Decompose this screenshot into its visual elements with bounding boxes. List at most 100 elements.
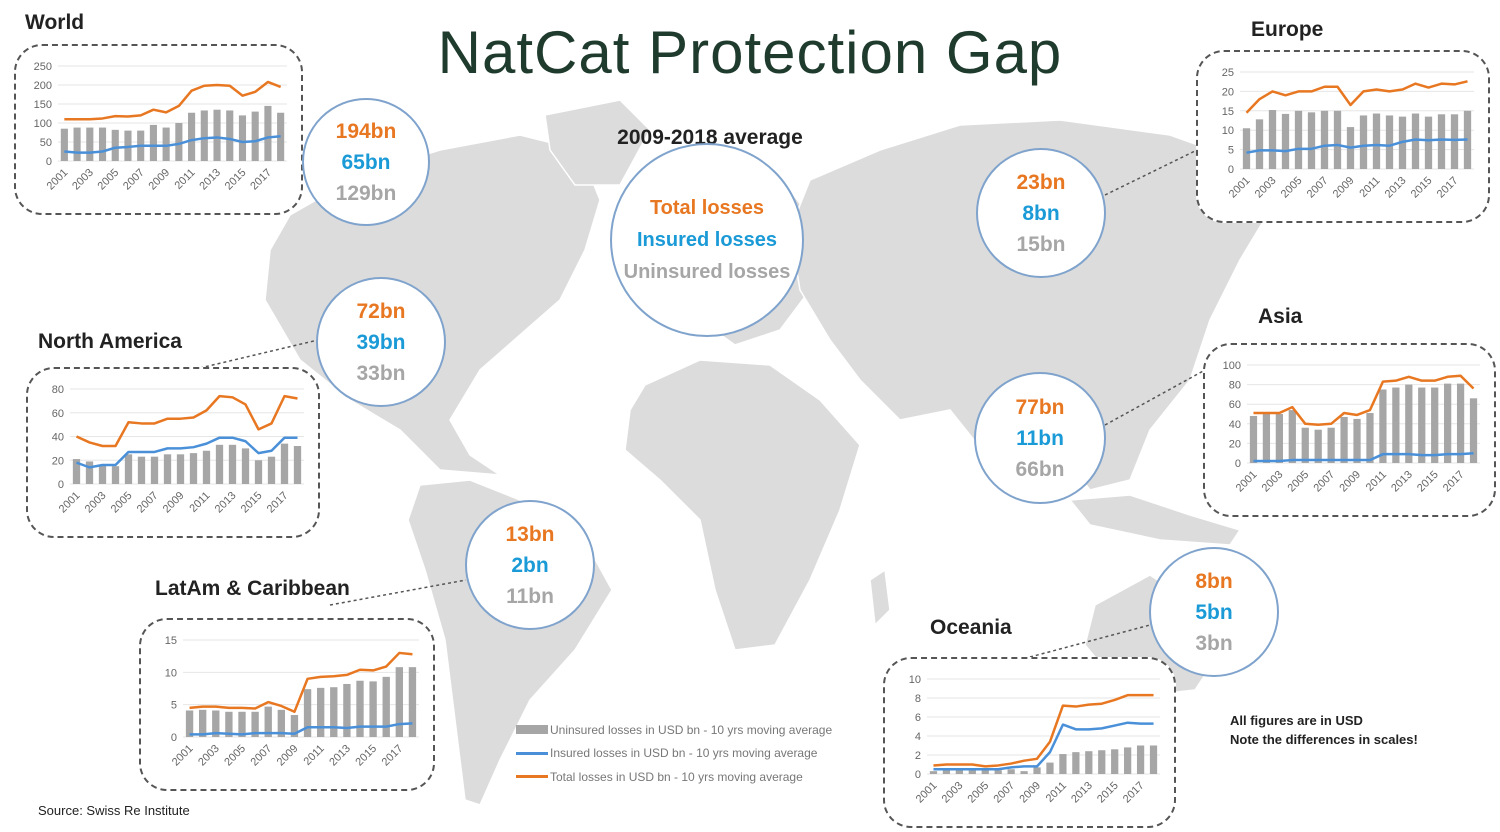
bar-uninsured xyxy=(111,129,119,161)
bar-uninsured xyxy=(251,111,259,161)
y-tick-label: 80 xyxy=(52,384,64,396)
bar-uninsured xyxy=(1124,747,1132,774)
bar-uninsured xyxy=(238,711,246,737)
key-total: Total losses xyxy=(649,197,765,219)
legend-item-total: Total losses in USD bn - 10 yrs moving a… xyxy=(516,765,832,789)
page-title: NatCat Protection Gap xyxy=(437,19,1063,86)
region-title-world: World xyxy=(25,11,85,34)
total-value: 77bn xyxy=(1015,395,1065,419)
bar-uninsured xyxy=(1469,398,1478,463)
bar-uninsured xyxy=(124,454,133,484)
x-tick-label: 2011 xyxy=(1357,175,1382,200)
uninsured-value: 129bn xyxy=(335,181,397,205)
bar-uninsured xyxy=(241,448,250,484)
bar-uninsured xyxy=(1320,110,1329,169)
bar-uninsured xyxy=(293,446,302,484)
x-tick-label: 2017 xyxy=(265,490,291,516)
bar-uninsured xyxy=(1307,112,1316,169)
legend-item-uninsured: Uninsured losses in USD bn - 10 yrs movi… xyxy=(516,718,832,742)
bar-uninsured xyxy=(1431,387,1439,463)
x-tick-label: 2003 xyxy=(70,167,96,193)
y-tick-label: 4 xyxy=(915,731,921,743)
x-tick-label: 2005 xyxy=(1286,469,1312,495)
chart-latam: 0 5 10 15 2001 2003 2005 2007 2009 2011 2013 2015 20… xyxy=(139,618,435,791)
bar-uninsured xyxy=(213,109,221,161)
bar-uninsured xyxy=(1046,762,1054,774)
uninsured-value: 33bn xyxy=(356,361,406,385)
chart-world: 0 50 100 150 200 250 2001 2003 2005 2007 2009 2011 2… xyxy=(14,44,303,215)
insured-value: 11bn xyxy=(1016,426,1064,450)
x-tick-label: 2015 xyxy=(1409,175,1435,201)
bar-uninsured xyxy=(1372,113,1381,169)
bar-uninsured xyxy=(1340,416,1348,463)
bar-uninsured xyxy=(60,128,68,161)
legend-swatch-bar xyxy=(516,725,548,735)
bar-uninsured xyxy=(200,110,208,161)
bar-uninsured xyxy=(198,709,207,737)
line-insured xyxy=(189,722,413,736)
key-uninsured: Uninsured losses xyxy=(623,261,791,283)
y-tick-label: 10 xyxy=(1222,125,1234,137)
scale-note: All figures are in USD Note the differen… xyxy=(1230,711,1418,749)
bar-uninsured xyxy=(1437,114,1446,169)
bubble-asia: 77bn 11bn 66bn xyxy=(974,372,1106,504)
chart-svg: 0 5 10 15 2001 2003 2005 2007 2009 2011 2013 2015 20… xyxy=(165,635,419,769)
bar-uninsured xyxy=(369,681,377,737)
y-tick-label: 0 xyxy=(171,732,177,744)
bar-uninsured xyxy=(254,460,263,484)
bar-uninsured xyxy=(994,770,1002,774)
bar-uninsured xyxy=(1255,119,1264,169)
y-tick-label: 50 xyxy=(40,137,52,149)
x-tick-label: 2007 xyxy=(121,167,147,193)
bar-uninsured xyxy=(1111,749,1119,774)
x-tick-label: 2003 xyxy=(1253,175,1279,201)
note-line: All figures are in USD xyxy=(1230,713,1363,728)
legend-item-insured: Insured losses in USD bn - 10 yrs moving… xyxy=(516,742,832,766)
average-subtitle: 2009-2018 average xyxy=(617,126,803,149)
bar-uninsured xyxy=(1033,767,1041,774)
y-tick-label: 100 xyxy=(1223,360,1241,372)
bar-uninsured xyxy=(189,453,198,484)
y-tick-label: 150 xyxy=(34,99,52,111)
x-tick-label: 2017 xyxy=(1441,469,1467,495)
x-tick-label: 2017 xyxy=(1435,175,1461,201)
uninsured-value: 66bn xyxy=(1015,457,1065,481)
y-tick-label: 0 xyxy=(915,769,921,781)
bar-uninsured xyxy=(175,123,183,161)
bar-uninsured xyxy=(1314,429,1322,463)
map-africa xyxy=(624,359,861,651)
y-tick-label: 40 xyxy=(1229,419,1241,431)
bar-uninsured xyxy=(1385,115,1394,169)
bar-uninsured xyxy=(1098,750,1106,774)
x-tick-label: 2003 xyxy=(940,780,966,806)
bar-uninsured xyxy=(1136,745,1145,774)
bar-uninsured xyxy=(1327,427,1335,463)
bar-uninsured xyxy=(264,105,272,161)
region-title-north-america: North America xyxy=(38,330,182,353)
source-credit: Source: Swiss Re Institute xyxy=(38,803,190,818)
bar-uninsured xyxy=(1281,113,1290,169)
key-insured: Insured losses xyxy=(636,229,778,251)
bar-uninsured xyxy=(238,115,247,161)
bar-uninsured xyxy=(1059,754,1067,774)
insured-value: 2bn xyxy=(511,553,549,577)
x-tick-label: 2009 xyxy=(1331,175,1357,201)
x-tick-label: 2009 xyxy=(146,167,172,193)
x-tick-label: 2005 xyxy=(96,167,122,193)
chart-asia: 0 20 40 60 80 100 2001 2003 2005 2007 2009 2011 2013… xyxy=(1203,343,1496,517)
x-tick-label: 2009 xyxy=(275,743,301,769)
bar-uninsured xyxy=(163,454,172,484)
bar-uninsured xyxy=(226,110,234,161)
bar-uninsured xyxy=(356,680,364,737)
y-tick-label: 5 xyxy=(171,700,177,712)
x-tick-label: 2007 xyxy=(135,490,161,516)
bar-uninsured xyxy=(176,454,185,484)
y-tick-label: 0 xyxy=(46,156,52,168)
line-insured xyxy=(76,436,298,469)
x-tick-label: 2007 xyxy=(249,743,275,769)
region-title-latam: LatAm & Caribbean xyxy=(155,577,350,600)
line-insured xyxy=(64,135,281,154)
uninsured-value: 11bn xyxy=(506,584,554,608)
y-tick-label: 40 xyxy=(52,432,64,444)
note-line: Note the differences in scales! xyxy=(1230,732,1418,747)
